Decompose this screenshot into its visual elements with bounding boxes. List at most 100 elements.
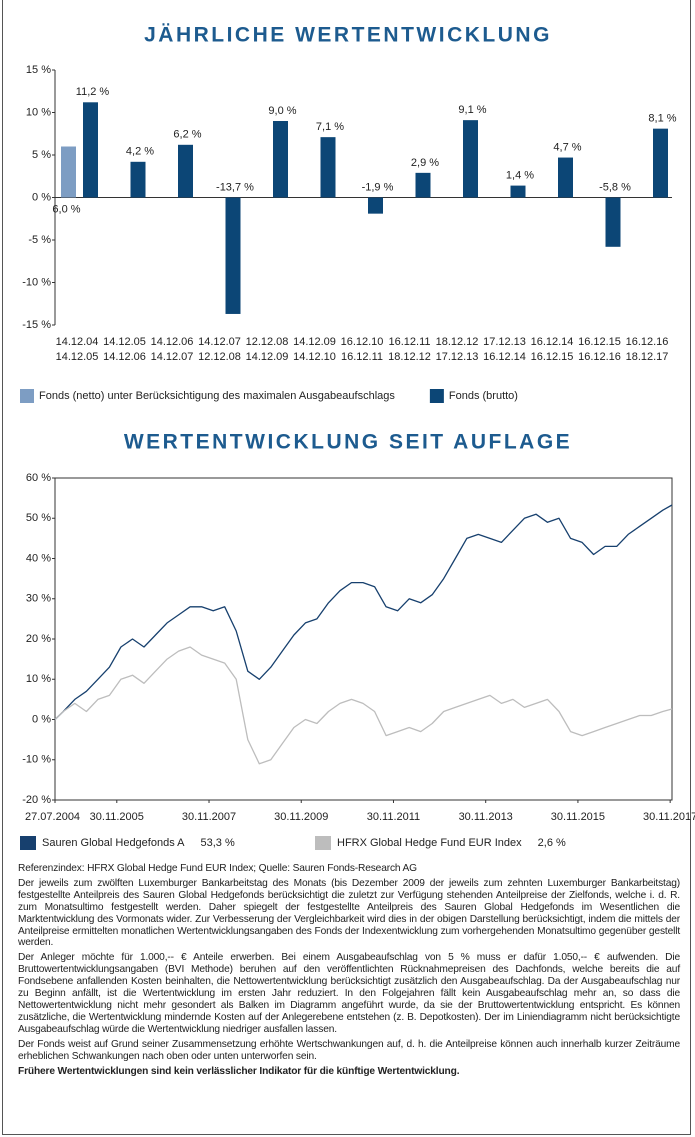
- x-tick-label: 16.12.10: [341, 336, 384, 348]
- bar: [463, 120, 478, 198]
- y-tick-label: -10 %: [22, 276, 51, 288]
- x-tick-label: 17.12.13: [436, 351, 479, 363]
- bar: [130, 161, 146, 198]
- x-tick-label: 14.12.09: [246, 351, 289, 363]
- y-tick-label: -5 %: [28, 234, 51, 246]
- x-tick-label: 27.07.2004: [25, 811, 80, 823]
- x-tick-label: 18.12.12: [436, 336, 479, 348]
- x-tick-label: 14.12.06: [151, 336, 194, 348]
- y-tick-label: -20 %: [22, 794, 51, 806]
- x-tick-label: 14.12.07: [198, 336, 241, 348]
- y-tick-label: 10 %: [26, 673, 51, 685]
- legend-label: Fonds (netto) unter Berücksichtigung des…: [39, 390, 395, 402]
- reference: Referenzindex: HFRX Global Hedge Fund EU…: [18, 863, 417, 874]
- x-tick-label: 14.12.06: [103, 351, 146, 363]
- bar: [510, 185, 526, 198]
- value-label: 9,1 %: [458, 104, 486, 116]
- x-tick-label: 12.12.08: [246, 336, 289, 348]
- bar: [225, 197, 241, 314]
- legend-swatch: [20, 836, 36, 850]
- y-tick-label: 5 %: [32, 149, 51, 161]
- chart-title: WERTENTWICKLUNG SEIT AUFLAGE: [124, 431, 572, 454]
- bar: [653, 128, 668, 198]
- x-tick-label: 16.12.16: [626, 336, 669, 348]
- y-tick-label: 40 %: [26, 552, 51, 564]
- x-tick-label: 16.12.15: [578, 336, 621, 348]
- x-tick-label: 14.12.10: [293, 351, 336, 363]
- value-label: 4,2 %: [126, 146, 154, 158]
- x-tick-label: 30.11.2013: [459, 811, 513, 823]
- x-tick-label: 14.12.05: [56, 351, 99, 363]
- notes: Referenzindex: HFRX Global Hedge Fund EU…: [18, 863, 680, 1080]
- bar: [415, 172, 431, 198]
- x-tick-label: 30.11.2011: [367, 811, 420, 823]
- paragraph: Der Anleger möchte für 1.000,-- € Anteil…: [18, 952, 680, 1035]
- legend-swatch: [20, 389, 34, 403]
- paragraph: Der jeweils zum zwölften Luxemburger Ban…: [18, 877, 680, 949]
- y-tick-label: 60 %: [26, 472, 51, 484]
- y-tick-label: 50 %: [26, 512, 51, 524]
- legend-value: 2,6 %: [538, 837, 566, 849]
- plot-frame: [54, 477, 673, 801]
- value-label: -5,8 %: [599, 181, 631, 193]
- legend-swatch: [429, 389, 444, 403]
- x-tick-label: 30.11.2009: [274, 811, 328, 823]
- legend-label: Fonds (brutto): [449, 390, 518, 402]
- bar: [273, 121, 288, 198]
- x-tick-label: 18.12.17: [626, 351, 669, 363]
- value-label: -13,7 %: [216, 181, 254, 193]
- y-tick-label: -15 %: [22, 319, 51, 331]
- y-tick-label: 30 %: [26, 593, 51, 605]
- charts: JÄHRLICHE WERTENTWICKLUNG 15 % 10 % 5 % 0 % -…: [20, 24, 695, 850]
- bar: [178, 144, 193, 198]
- x-tick-label: 30.11.2017: [643, 811, 695, 823]
- y-tick-label: -10 %: [22, 754, 51, 766]
- x-tick-label: 30.11.2015: [551, 811, 605, 823]
- legend-label: Sauren Global Hedgefonds A: [42, 837, 185, 849]
- x-tick-label: 30.11.2005: [90, 811, 144, 823]
- line-series: [54, 646, 673, 765]
- value-label: 7,1 %: [316, 121, 344, 133]
- value-label: 2,9 %: [411, 157, 439, 169]
- y-tick-label: 0 %: [32, 713, 51, 725]
- x-tick-label: 30.11.2007: [182, 811, 236, 823]
- bar: [605, 197, 621, 247]
- bar: [83, 102, 98, 198]
- x-tick-label: 14.12.09: [293, 336, 336, 348]
- value-label: 6,2 %: [173, 129, 201, 141]
- value-label: 4,7 %: [553, 141, 581, 153]
- x-tick-label: 16.12.11: [341, 351, 383, 363]
- value-label: -1,9 %: [362, 181, 394, 193]
- value-label: 6,0 %: [52, 203, 80, 215]
- legend-swatch: [315, 836, 331, 850]
- x-tick-label: 16.12.14: [483, 351, 526, 363]
- value-label: 11,2 %: [76, 86, 110, 98]
- x-tick-label: 17.12.13: [483, 336, 526, 348]
- value-label: 8,1 %: [648, 113, 676, 125]
- x-tick-label: 16.12.15: [531, 351, 574, 363]
- bar: [320, 137, 336, 198]
- paragraph: Der Fonds weist auf Grund seiner Zusamme…: [18, 1038, 680, 1062]
- x-tick-label: 12.12.08: [198, 351, 241, 363]
- x-tick-label: 14.12.05: [103, 336, 146, 348]
- x-tick-label: 16.12.16: [578, 351, 621, 363]
- chart-title: JÄHRLICHE WERTENTWICKLUNG: [144, 24, 552, 47]
- y-tick-label: 10 %: [26, 106, 51, 118]
- x-tick-label: 14.12.07: [151, 351, 194, 363]
- y-tick-label: 20 %: [26, 633, 51, 645]
- disclaimer: Frühere Wertentwicklungen sind kein verl…: [18, 1065, 460, 1077]
- bar: [368, 197, 383, 214]
- x-tick-label: 14.12.04: [56, 336, 99, 348]
- y-tick-label: 15 %: [26, 64, 51, 76]
- legend-value: 53,3 %: [201, 837, 235, 849]
- x-tick-label: 18.12.12: [388, 351, 431, 363]
- x-tick-label: 16.12.14: [531, 336, 574, 348]
- bar: [558, 157, 573, 198]
- x-tick-label: 16.12.11: [388, 336, 430, 348]
- legend-label: HFRX Global Hedge Fund EUR Index: [337, 837, 522, 849]
- bar: [61, 146, 76, 198]
- y-tick-label: 0 %: [32, 191, 51, 203]
- value-label: 9,0 %: [268, 105, 296, 117]
